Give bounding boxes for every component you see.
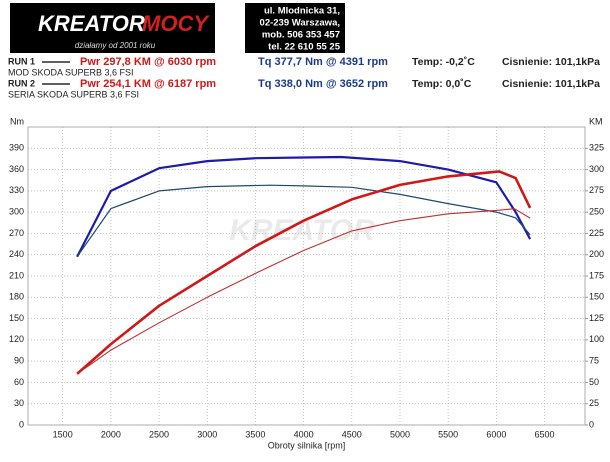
y2-tick-label: 50 (589, 377, 599, 387)
run-power: Pwr 297,8 KM @ 6030 rpm (80, 56, 216, 68)
y2-tick-label: 75 (589, 356, 599, 366)
x-tick-label: 2500 (149, 429, 169, 439)
y-tick-label: 120 (9, 334, 24, 344)
y-tick-label: 240 (9, 249, 24, 259)
run-car: SERIA SKODA SUPERB 3,6 FSI (8, 89, 139, 99)
address-line: 02-239 Warszawa, (260, 18, 340, 29)
run-temp: Temp: -0,2˚C (412, 56, 475, 68)
y2-tick-label: 100 (589, 334, 604, 344)
y-tick-label: 0 (19, 419, 24, 429)
y-tick-label: 60 (14, 377, 24, 387)
y2-tick-label: 0 (589, 419, 594, 429)
y-tick-label: 300 (9, 207, 24, 217)
y2-tick-label: 150 (589, 292, 604, 302)
run-torque: Tq 377,7 Nm @ 4391 rpm (258, 56, 388, 68)
y2-tick-label: 300 (589, 164, 604, 174)
logo-tagline: działamy od 2001 roku (75, 41, 156, 50)
address-line: ul. Mlodnicka 31, (264, 6, 340, 17)
x-tick-label: 4000 (294, 429, 314, 439)
y-tick-label: 390 (9, 143, 24, 153)
y2-tick-label: 200 (589, 249, 604, 259)
series-line (76, 184, 531, 258)
address-box (245, 3, 345, 53)
run-pressure: Cisnienie: 101,1kPa (502, 78, 600, 90)
x-tick-label: 5500 (438, 429, 458, 439)
series-line (76, 155, 532, 258)
run-temp: Temp: 0,0˚C (412, 78, 472, 90)
y2-tick-label: 325 (589, 143, 604, 153)
run-car: MOD SKODA SUPERB 3,6 FSI (8, 67, 134, 77)
x-tick-label: 6500 (535, 429, 555, 439)
y-tick-label: 360 (9, 164, 24, 174)
y2-tick-label: 125 (589, 313, 604, 323)
y2-axis-label: KM (589, 116, 603, 126)
y-tick-label: 210 (9, 270, 24, 280)
y2-tick-label: 250 (589, 207, 604, 217)
x-axis-label: Obroty silnika [rpm] (268, 440, 346, 450)
x-tick-label: 6000 (486, 429, 506, 439)
logo-accent: MOCY (142, 11, 210, 36)
run-torque: Tq 338,0 Nm @ 3652 rpm (258, 78, 388, 90)
watermark: KREATOR (229, 214, 375, 247)
x-tick-label: 3000 (197, 429, 217, 439)
y-tick-label: 90 (14, 356, 24, 366)
x-tick-label: 3500 (245, 429, 265, 439)
address-line: tel. 22 610 55 25 (268, 42, 341, 53)
x-tick-label: 5000 (390, 429, 410, 439)
y-tick-label: 150 (9, 313, 24, 323)
x-tick-label: 4500 (342, 429, 362, 439)
address-line: mob. 506 353 457 (262, 30, 340, 41)
x-tick-label: 1500 (53, 429, 73, 439)
y-axis-label: Nm (10, 116, 24, 126)
y2-tick-label: 25 (589, 398, 599, 408)
y2-tick-label: 275 (589, 185, 604, 195)
run-label: RUN 2 (8, 78, 35, 88)
logo-box (10, 3, 215, 53)
run-label: RUN 1 (8, 56, 35, 66)
y-tick-label: 30 (14, 398, 24, 408)
y2-tick-label: 175 (589, 270, 604, 280)
y2-tick-label: 225 (589, 228, 604, 238)
run-pressure: Cisnienie: 101,1kPa (502, 56, 600, 68)
run-power: Pwr 254,1 KM @ 6187 rpm (80, 78, 216, 90)
y-tick-label: 330 (9, 185, 24, 195)
series-line (76, 170, 532, 375)
series-line (76, 208, 531, 375)
logo-main: KREATOR (38, 11, 145, 36)
x-tick-label: 2000 (101, 429, 121, 439)
y-tick-label: 270 (9, 228, 24, 238)
y-tick-label: 180 (9, 292, 24, 302)
